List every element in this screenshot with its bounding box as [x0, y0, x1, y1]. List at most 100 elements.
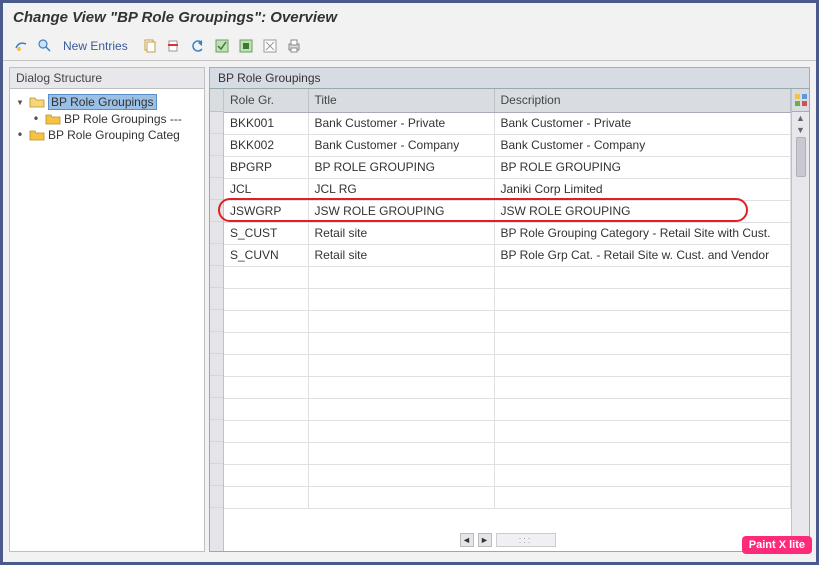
cell-desc[interactable]: Bank Customer - Company: [494, 134, 791, 156]
table-row[interactable]: S_CUSTRetail siteBP Role Grouping Catego…: [224, 222, 791, 244]
find-icon[interactable]: [35, 36, 55, 56]
cell-empty[interactable]: [494, 332, 791, 354]
cell-role[interactable]: BPGRP: [224, 156, 308, 178]
cell-title[interactable]: Retail site: [308, 222, 494, 244]
row-selector[interactable]: [210, 244, 223, 266]
copy-icon[interactable]: [140, 36, 160, 56]
cell-empty[interactable]: [308, 266, 494, 288]
cell-empty[interactable]: [308, 420, 494, 442]
cell-empty[interactable]: [494, 486, 791, 508]
scroll-up-icon[interactable]: ▲: [792, 112, 809, 124]
table-row-empty[interactable]: [224, 442, 791, 464]
table-row-empty[interactable]: [224, 288, 791, 310]
row-selector-header[interactable]: [210, 89, 223, 112]
cell-title[interactable]: Bank Customer - Company: [308, 134, 494, 156]
cell-empty[interactable]: [308, 398, 494, 420]
row-selector[interactable]: [210, 178, 223, 200]
table-row-empty[interactable]: [224, 310, 791, 332]
scroll-track[interactable]: :::: [496, 533, 556, 547]
tree-toggle-icon[interactable]: •: [14, 128, 26, 142]
cell-desc[interactable]: Bank Customer - Private: [494, 112, 791, 134]
row-selector[interactable]: [210, 310, 223, 332]
cell-empty[interactable]: [494, 266, 791, 288]
table-row-empty[interactable]: [224, 420, 791, 442]
cell-title[interactable]: JSW ROLE GROUPING: [308, 200, 494, 222]
table-row[interactable]: S_CUVNRetail siteBP Role Grp Cat. - Reta…: [224, 244, 791, 266]
row-selector[interactable]: [210, 464, 223, 486]
table-row[interactable]: BKK002Bank Customer - CompanyBank Custom…: [224, 134, 791, 156]
cell-desc[interactable]: BP Role Grouping Category - Retail Site …: [494, 222, 791, 244]
cell-empty[interactable]: [224, 398, 308, 420]
row-selector[interactable]: [210, 354, 223, 376]
scroll-right-icon[interactable]: ►: [478, 533, 492, 547]
print-icon[interactable]: [284, 36, 304, 56]
select-all-icon[interactable]: [212, 36, 232, 56]
cell-title[interactable]: BP ROLE GROUPING: [308, 156, 494, 178]
cell-desc[interactable]: Janiki Corp Limited: [494, 178, 791, 200]
tree-toggle-icon[interactable]: ▾: [14, 95, 26, 109]
table-row[interactable]: JSWGRPJSW ROLE GROUPINGJSW ROLE GROUPING: [224, 200, 791, 222]
cell-empty[interactable]: [224, 354, 308, 376]
cell-empty[interactable]: [308, 288, 494, 310]
cell-empty[interactable]: [308, 310, 494, 332]
row-selector[interactable]: [210, 332, 223, 354]
cell-empty[interactable]: [494, 420, 791, 442]
cell-role[interactable]: BKK001: [224, 112, 308, 134]
column-header-role[interactable]: Role Gr.: [224, 89, 308, 112]
table-row[interactable]: BKK001Bank Customer - PrivateBank Custom…: [224, 112, 791, 134]
row-selector[interactable]: [210, 156, 223, 178]
delete-icon[interactable]: [164, 36, 184, 56]
table-row-empty[interactable]: [224, 398, 791, 420]
table-settings-icon[interactable]: [792, 89, 809, 112]
cell-role[interactable]: BKK002: [224, 134, 308, 156]
table-row[interactable]: BPGRPBP ROLE GROUPINGBP ROLE GROUPING: [224, 156, 791, 178]
row-selector[interactable]: [210, 442, 223, 464]
table-row-empty[interactable]: [224, 332, 791, 354]
cell-empty[interactable]: [224, 442, 308, 464]
cell-empty[interactable]: [494, 310, 791, 332]
row-selector[interactable]: [210, 112, 223, 134]
cell-empty[interactable]: [494, 398, 791, 420]
cell-empty[interactable]: [308, 464, 494, 486]
cell-role[interactable]: S_CUVN: [224, 244, 308, 266]
column-header-desc[interactable]: Description: [494, 89, 791, 112]
cell-empty[interactable]: [308, 486, 494, 508]
scroll-thumb[interactable]: [796, 137, 806, 177]
row-selector[interactable]: [210, 420, 223, 442]
row-selector[interactable]: [210, 222, 223, 244]
row-selector[interactable]: [210, 398, 223, 420]
table-row-empty[interactable]: [224, 376, 791, 398]
cell-desc[interactable]: JSW ROLE GROUPING: [494, 200, 791, 222]
row-selector[interactable]: [210, 200, 223, 222]
vertical-scroll[interactable]: ▲ ▼: [792, 112, 809, 551]
cell-empty[interactable]: [494, 442, 791, 464]
table-row[interactable]: JCLJCL RGJaniki Corp Limited: [224, 178, 791, 200]
row-selector[interactable]: [210, 266, 223, 288]
cell-empty[interactable]: [224, 486, 308, 508]
cell-title[interactable]: JCL RG: [308, 178, 494, 200]
cell-empty[interactable]: [224, 310, 308, 332]
scroll-left-icon[interactable]: ◄: [460, 533, 474, 547]
cell-empty[interactable]: [224, 376, 308, 398]
row-selector[interactable]: [210, 288, 223, 310]
cell-empty[interactable]: [308, 332, 494, 354]
tree-item[interactable]: •BP Role Grouping Categ: [10, 127, 204, 143]
cell-empty[interactable]: [308, 442, 494, 464]
new-entries-button[interactable]: New Entries: [59, 39, 136, 53]
column-header-title[interactable]: Title: [308, 89, 494, 112]
cell-empty[interactable]: [224, 288, 308, 310]
undo-icon[interactable]: [188, 36, 208, 56]
cell-empty[interactable]: [308, 376, 494, 398]
table-row-empty[interactable]: [224, 486, 791, 508]
row-selector[interactable]: [210, 486, 223, 508]
tree-toggle-icon[interactable]: •: [30, 112, 42, 126]
cell-role[interactable]: JCL: [224, 178, 308, 200]
cell-empty[interactable]: [224, 332, 308, 354]
tree-item[interactable]: ▾BP Role Groupings: [10, 93, 204, 111]
cell-role[interactable]: JSWGRP: [224, 200, 308, 222]
cell-title[interactable]: Bank Customer - Private: [308, 112, 494, 134]
cell-title[interactable]: Retail site: [308, 244, 494, 266]
tree-item[interactable]: •BP Role Groupings ---: [10, 111, 204, 127]
toggle-display-icon[interactable]: [11, 36, 31, 56]
cell-empty[interactable]: [494, 354, 791, 376]
